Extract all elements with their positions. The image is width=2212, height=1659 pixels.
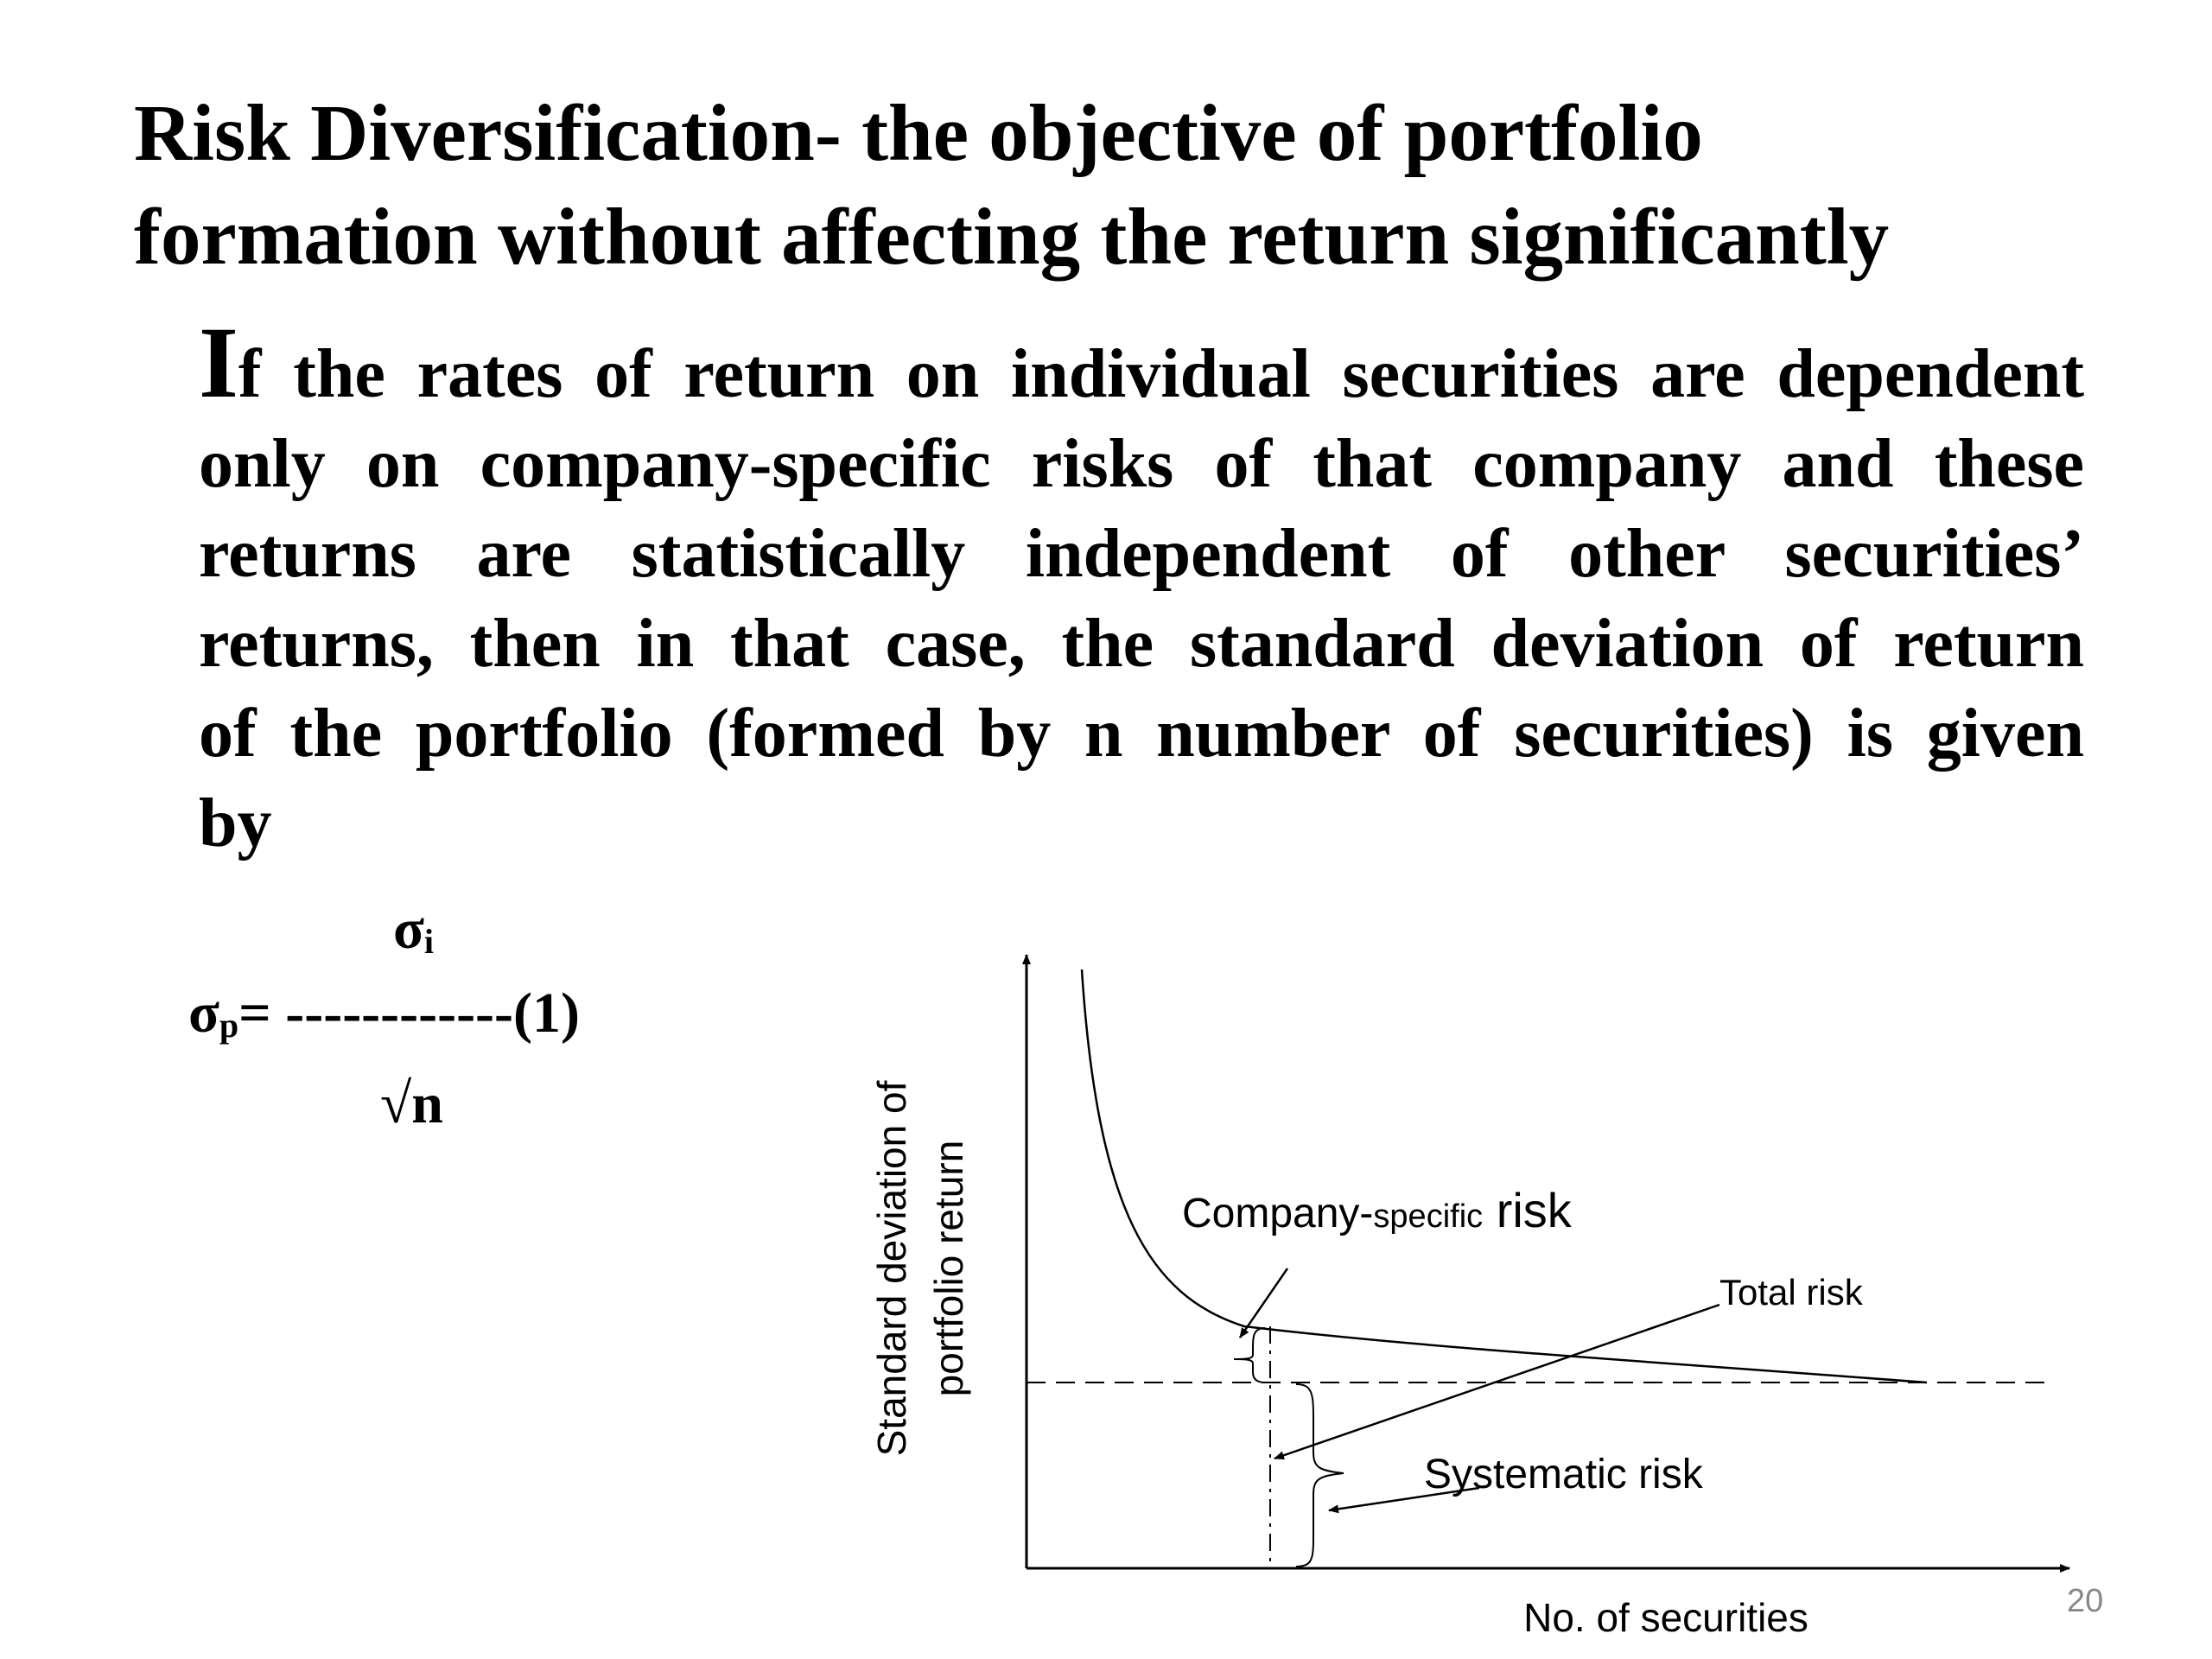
body-line-1: If the rates of return on individual sec… (199, 312, 2084, 419)
systematic-risk-brace (1295, 1383, 1344, 1567)
company-specific-arrow (1238, 1268, 1289, 1338)
sigma-p-subscript: p (219, 1006, 239, 1045)
total-risk-arrow (1274, 1303, 1720, 1460)
slide-title: Risk Diversification- the objective of p… (134, 82, 2121, 289)
formula-main-line: σp= ------------(1) (188, 981, 580, 1046)
body-line-5: of the portfolio (formed by n number of … (199, 696, 2084, 772)
x-axis-label: No. of securities (1523, 1595, 1808, 1640)
y-axis-label-line-1: Standard deviation of (869, 1080, 914, 1456)
page-number: 20 (2067, 1583, 2104, 1619)
sigma-i-symbol: σ (393, 898, 424, 961)
body-line-4: returns, then in that case, the standard… (199, 606, 2084, 682)
formula-numerator: σi (393, 897, 434, 963)
title-line-2: formation without affecting the return s… (134, 193, 1890, 282)
body-line-2: only on company-specific risks of that c… (199, 426, 2084, 502)
body-line-1-text: f the rates of return on individual secu… (238, 336, 2084, 412)
body-paragraph: If the rates of return on individual sec… (199, 312, 2084, 868)
title-line-1: Risk Diversification- the objective of p… (134, 89, 1703, 178)
body-line-3: returns are statistically independent of… (199, 516, 2084, 592)
body-line-6: by (199, 785, 272, 861)
sigma-i-subscript: i (423, 922, 435, 961)
total-risk-curve (1080, 969, 1928, 1384)
total-risk-label: Total risk (1719, 1272, 1864, 1313)
drop-cap: I (199, 306, 238, 419)
sigma-p-symbol: σ (188, 982, 219, 1045)
y-axis-label-line-2: portfolio return (926, 1141, 971, 1397)
company-specific-risk-label: Company-specific risk (1182, 1183, 1573, 1237)
company-specific-brace (1233, 1327, 1266, 1383)
systematic-risk-arrow (1328, 1486, 1480, 1514)
formula-denominator: √n (380, 1072, 443, 1135)
systematic-risk-label: Systematic risk (1424, 1452, 1704, 1497)
formula-rhs: = ------------(1) (238, 982, 580, 1045)
